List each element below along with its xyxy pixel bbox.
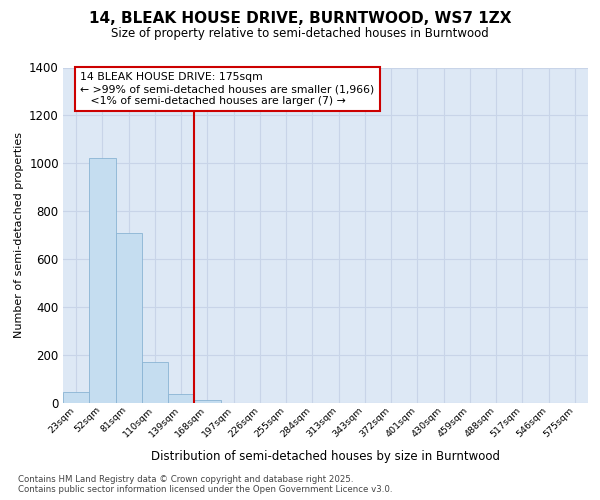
Bar	[89, 158, 115, 402]
X-axis label: Distribution of semi-detached houses by size in Burntwood: Distribution of semi-detached houses by …	[151, 450, 500, 463]
Text: 14, BLEAK HOUSE DRIVE, BURNTWOOD, WS7 1ZX: 14, BLEAK HOUSE DRIVE, BURNTWOOD, WS7 1Z…	[89, 11, 511, 26]
Bar	[168, 394, 194, 402]
Text: 14 BLEAK HOUSE DRIVE: 175sqm
← >99% of semi-detached houses are smaller (1,966)
: 14 BLEAK HOUSE DRIVE: 175sqm ← >99% of s…	[80, 72, 374, 106]
Bar	[63, 392, 89, 402]
Y-axis label: Number of semi-detached properties: Number of semi-detached properties	[14, 132, 23, 338]
Bar	[115, 232, 142, 402]
Bar	[194, 400, 221, 402]
Bar	[142, 362, 168, 403]
Text: Size of property relative to semi-detached houses in Burntwood: Size of property relative to semi-detach…	[111, 28, 489, 40]
Text: Contains HM Land Registry data © Crown copyright and database right 2025.
Contai: Contains HM Land Registry data © Crown c…	[18, 474, 392, 494]
